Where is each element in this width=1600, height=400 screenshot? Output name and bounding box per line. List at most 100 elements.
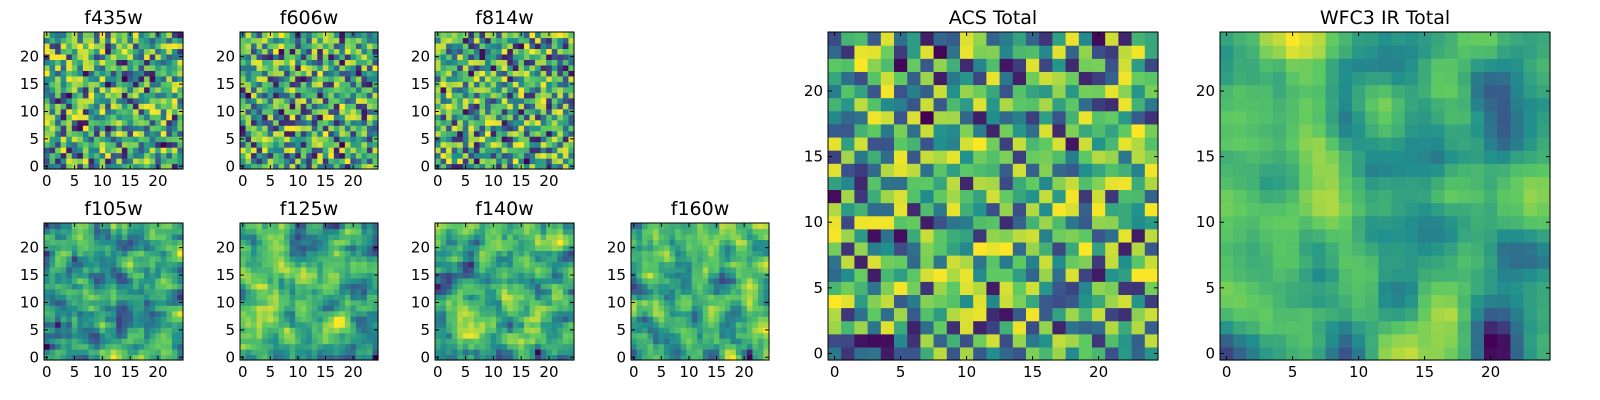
heatmap-cell	[300, 338, 307, 345]
heatmap-cell	[240, 228, 247, 235]
heatmap-cell	[110, 338, 117, 345]
heatmap-cell	[105, 152, 112, 159]
heatmap-cell	[311, 283, 318, 290]
heatmap-cell	[251, 349, 258, 356]
heatmap-cell	[636, 272, 643, 279]
heatmap-cell	[518, 305, 525, 312]
heatmap-cell	[512, 327, 519, 334]
heatmap-cell	[440, 332, 447, 339]
heatmap-cell	[479, 310, 486, 317]
heatmap-cell	[451, 42, 458, 50]
heatmap-cell	[468, 136, 475, 143]
heatmap-cell	[132, 37, 140, 44]
heatmap-cell	[485, 299, 492, 306]
heatmap-cell	[77, 103, 84, 110]
heatmap-cell	[322, 75, 329, 82]
heatmap-cell	[289, 239, 296, 246]
heatmap-cell	[518, 338, 525, 345]
heatmap-cell	[446, 48, 453, 55]
heatmap-cell	[507, 114, 514, 121]
heatmap-cell	[350, 158, 357, 165]
heatmap-cell	[658, 305, 665, 312]
heatmap-cell	[333, 59, 340, 66]
heatmap-cell	[49, 332, 56, 339]
heatmap-cell	[440, 136, 447, 143]
heatmap-cell	[166, 305, 173, 312]
heatmap-cell	[880, 268, 895, 282]
heatmap-cell	[55, 97, 62, 104]
heatmap-cell	[267, 125, 274, 132]
heatmap-cell	[256, 152, 263, 159]
heatmap-cell	[523, 103, 531, 110]
heatmap-cell	[999, 163, 1014, 177]
heatmap-cell	[535, 305, 542, 312]
heatmap-cell	[127, 48, 134, 55]
heatmap-cell	[920, 333, 935, 348]
heatmap-cell	[451, 92, 458, 99]
heatmap-cell	[317, 299, 324, 306]
heatmap-cell	[311, 310, 318, 317]
heatmap-cell	[697, 250, 704, 257]
heatmap-cell	[507, 136, 514, 143]
heatmap-cell	[680, 294, 687, 301]
heatmap-cell	[562, 349, 570, 356]
heatmap-cell	[702, 354, 709, 361]
heatmap-cell	[284, 130, 291, 137]
heatmap-cell	[490, 97, 497, 104]
heatmap-cell	[557, 59, 564, 66]
heatmap-cell	[240, 48, 247, 55]
heatmap-cell	[311, 70, 318, 77]
heatmap-cell	[435, 86, 442, 93]
heatmap-cell	[669, 272, 676, 279]
heatmap-cell	[284, 327, 291, 334]
heatmap-cell	[529, 97, 536, 104]
heatmap-cell	[730, 228, 737, 235]
heatmap-cell	[540, 53, 547, 60]
heatmap-cell	[110, 59, 117, 66]
heatmap-cell	[278, 239, 285, 246]
heatmap-cell	[686, 305, 693, 312]
heatmap-cell	[149, 32, 156, 39]
heatmap-cell	[289, 244, 296, 251]
heatmap-cell	[99, 239, 106, 246]
heatmap-cell	[55, 250, 62, 257]
heatmap-cell	[166, 97, 173, 104]
heatmap-cell	[311, 103, 318, 110]
heatmap-cell	[256, 42, 263, 50]
heatmap-cell	[854, 228, 869, 243]
heatmap-cell	[333, 97, 340, 104]
heatmap-cell	[333, 223, 340, 230]
heatmap-cell	[132, 32, 140, 39]
heatmap-cell	[317, 92, 324, 99]
heatmap-cell	[446, 261, 453, 268]
heatmap-cell	[479, 277, 486, 284]
heatmap-cell	[372, 233, 379, 241]
heatmap-cell	[317, 261, 324, 268]
heatmap-cell	[289, 75, 296, 82]
heatmap-cell	[653, 327, 660, 334]
heatmap-cell	[121, 343, 128, 350]
heatmap-cell	[451, 64, 458, 71]
heatmap-cell	[311, 250, 318, 257]
heatmap-cell	[557, 141, 564, 148]
heatmap-cell	[1039, 215, 1053, 230]
heatmap-cell	[730, 332, 737, 339]
heatmap-cell	[138, 103, 145, 110]
heatmap-cell	[664, 266, 671, 273]
heatmap-cell	[973, 281, 987, 295]
heatmap-cell	[1065, 320, 1080, 335]
heatmap-cell	[724, 327, 731, 334]
heatmap-cell	[501, 48, 508, 55]
heatmap-cell	[529, 158, 536, 165]
heatmap-cell	[631, 261, 638, 268]
heatmap-cell	[435, 349, 442, 356]
heatmap-cell	[686, 283, 693, 290]
heatmap-cell	[473, 125, 481, 132]
heatmap-cell	[366, 338, 374, 345]
heatmap-cell	[658, 327, 665, 334]
heatmap-cell	[355, 299, 363, 306]
heatmap-cell	[1092, 346, 1106, 361]
heatmap-cell	[160, 272, 167, 279]
y-tick-label: 10	[216, 293, 235, 311]
heatmap-cell	[933, 202, 948, 217]
